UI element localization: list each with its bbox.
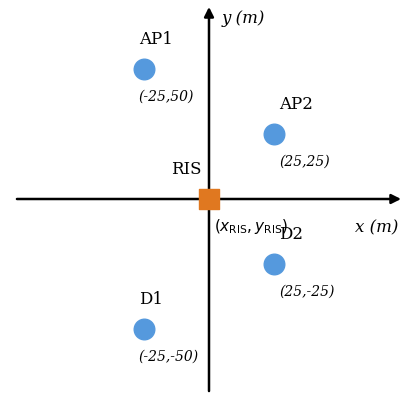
Text: (25,-25): (25,-25) (279, 285, 334, 299)
Text: (-25,-50): (-25,-50) (139, 350, 199, 364)
Text: D2: D2 (279, 226, 303, 243)
Text: x (m): x (m) (354, 220, 398, 237)
Point (206, 196, 212, 202)
Text: AP2: AP2 (279, 96, 313, 113)
Text: (25,25): (25,25) (279, 155, 330, 169)
Text: (-25,50): (-25,50) (139, 90, 194, 104)
Point (141, 66, 148, 72)
Point (270, 261, 277, 267)
Point (141, 326, 148, 332)
Point (270, 131, 277, 137)
Text: RIS: RIS (171, 161, 201, 178)
Text: D1: D1 (139, 291, 163, 308)
Text: AP1: AP1 (139, 31, 173, 48)
Text: y (m): y (m) (222, 10, 265, 27)
Text: $(x_{\mathrm{RIS}},y_{\mathrm{RIS}})$: $(x_{\mathrm{RIS}},y_{\mathrm{RIS}})$ (214, 217, 288, 236)
